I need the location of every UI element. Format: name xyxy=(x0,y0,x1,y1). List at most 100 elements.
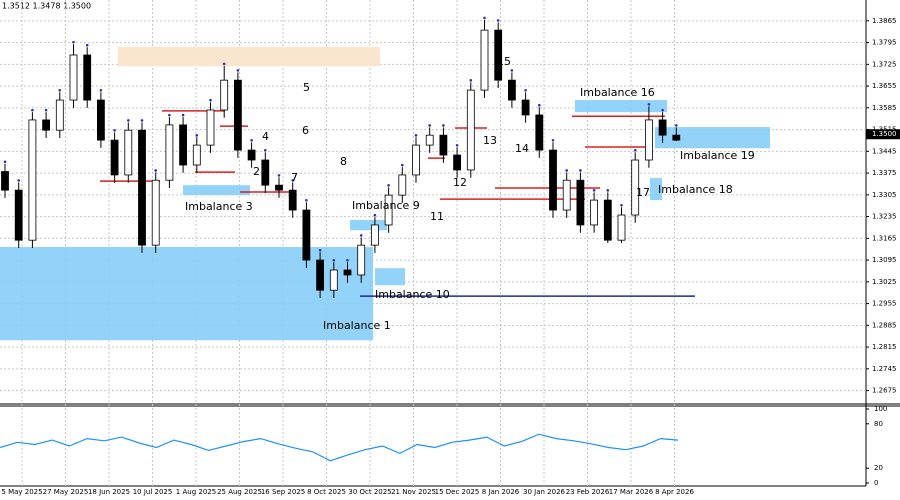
candle-body xyxy=(316,259,325,291)
x-tick-label: 1 Aug 2025 xyxy=(176,488,216,496)
candle-body xyxy=(192,144,201,166)
zone-label: Imbalance 18 xyxy=(658,183,733,196)
swing-dot xyxy=(483,16,486,20)
swing-dot xyxy=(58,88,62,92)
candle-body xyxy=(28,119,37,241)
rsi-tick-label: 100 xyxy=(874,405,887,413)
candle-body xyxy=(412,144,420,176)
y-tick-label: 1.2815 xyxy=(872,343,897,351)
swing-dot xyxy=(3,160,7,164)
candle-body xyxy=(14,189,23,241)
annotation: 2 xyxy=(253,165,260,178)
y-tick-label: 1.3095 xyxy=(872,256,897,264)
zone-label: Imbalance 16 xyxy=(580,86,655,99)
swing-dot xyxy=(428,124,432,127)
x-tick-label: 23 Feb 2026 xyxy=(566,488,610,496)
swing-dot xyxy=(592,189,596,192)
rsi-tick-label: 80 xyxy=(874,420,883,428)
swing-dot xyxy=(209,98,212,102)
x-tick-label: 15 Dec 2025 xyxy=(435,488,480,496)
x-tick-label: 25 Aug 2025 xyxy=(217,488,262,496)
candle-body xyxy=(603,199,612,241)
x-tick-label: 8 Jan 2026 xyxy=(482,488,520,496)
swing-dot xyxy=(195,134,199,137)
swing-dot xyxy=(579,169,582,172)
x-tick-label: 18 Jun 2025 xyxy=(88,488,130,496)
swing-dot xyxy=(332,258,336,262)
candle-body xyxy=(220,79,229,111)
swing-dot xyxy=(606,189,610,192)
x-tick-label: 8 Apr 2026 xyxy=(655,488,694,496)
x-tick-label: 10 Jul 2025 xyxy=(133,488,173,496)
candle-body xyxy=(535,114,544,151)
swing-dot xyxy=(633,148,637,152)
annotation: 4 xyxy=(262,130,269,143)
current-price-label: 1.3500 xyxy=(872,130,897,138)
y-tick-label: 1.3445 xyxy=(872,147,897,155)
zone-label: Imbalance 10 xyxy=(375,288,450,301)
swing-dot xyxy=(236,69,240,72)
candle-body xyxy=(97,99,105,141)
swing-dot xyxy=(387,184,390,187)
x-tick-label: 5 May 2025 xyxy=(1,488,42,496)
candle-body xyxy=(425,134,434,146)
candle-body xyxy=(398,174,407,196)
zone-label: Imbalance 1 xyxy=(323,319,391,332)
y-tick-label: 1.3305 xyxy=(872,191,897,199)
candle-body xyxy=(645,119,653,161)
candle-body xyxy=(151,179,160,246)
swing-dot xyxy=(277,174,281,177)
candle-body xyxy=(453,154,462,171)
candle-body xyxy=(658,119,667,136)
swing-dot xyxy=(346,258,349,262)
swing-dot xyxy=(44,108,48,112)
supply-zone xyxy=(118,46,380,67)
candle-body xyxy=(247,149,256,161)
candle-body xyxy=(549,149,557,211)
swing-dot xyxy=(305,198,308,202)
y-tick-label: 1.3655 xyxy=(872,82,897,90)
candle-body xyxy=(590,199,598,226)
candle-body xyxy=(138,129,146,246)
candle-body xyxy=(1,171,9,191)
y-tick-label: 1.2675 xyxy=(872,387,897,395)
imbalance-zone xyxy=(350,219,387,231)
swing-dot xyxy=(510,69,514,72)
x-tick-label: 30 Jan 2026 xyxy=(523,488,566,496)
annotation: 5 xyxy=(303,81,310,94)
candle-body xyxy=(521,99,530,116)
candle-body xyxy=(576,179,585,226)
y-tick-label: 1.3585 xyxy=(872,104,897,112)
y-tick-label: 1.2885 xyxy=(872,321,897,329)
candle-body xyxy=(302,209,311,261)
candle-body xyxy=(494,29,503,81)
candle-body xyxy=(631,159,640,216)
y-tick-label: 1.3795 xyxy=(872,39,897,47)
candle-body xyxy=(288,189,297,211)
candle-body xyxy=(42,119,50,131)
candle-body xyxy=(562,179,571,211)
swing-dot xyxy=(222,62,226,66)
candle-body xyxy=(110,139,119,176)
candle-body xyxy=(329,269,338,291)
swing-dot xyxy=(675,124,678,127)
annotation: 15 xyxy=(497,55,511,68)
annotation: 7 xyxy=(291,171,298,184)
swing-dot xyxy=(264,148,267,152)
swing-dot xyxy=(318,249,322,252)
swing-dot xyxy=(661,108,664,112)
candle-body xyxy=(124,129,133,176)
y-tick-label: 1.2745 xyxy=(872,365,897,373)
swing-dot xyxy=(31,108,34,112)
swing-dot xyxy=(524,88,527,92)
y-tick-label: 1.2955 xyxy=(872,300,897,308)
candle-body xyxy=(370,224,379,246)
swing-dot xyxy=(17,179,21,182)
swing-dot xyxy=(538,103,541,107)
zone-label: Imbalance 3 xyxy=(185,200,253,213)
candle-body xyxy=(439,134,448,156)
candle-body xyxy=(384,194,393,226)
annotation: 11 xyxy=(430,210,444,223)
imbalance-zone xyxy=(655,127,770,149)
y-tick-label: 1.3165 xyxy=(872,234,897,242)
